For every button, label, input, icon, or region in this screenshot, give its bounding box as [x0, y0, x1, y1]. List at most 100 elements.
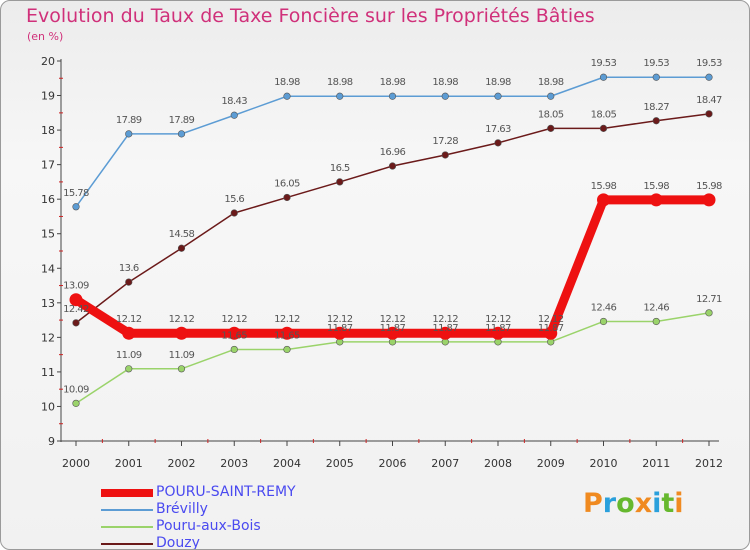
- x-tick-label: 2008: [484, 457, 512, 470]
- x-tick-label: 2011: [642, 457, 670, 470]
- data-label-pouru-saint-remy: 15.98: [643, 181, 669, 192]
- data-label-br-villy: 17.89: [116, 115, 142, 126]
- data-label-pouru-saint-remy: 12.12: [380, 314, 406, 325]
- x-tick-label: 2006: [379, 457, 407, 470]
- data-label-pouru-saint-remy: 15.98: [696, 181, 722, 192]
- data-label-pouru-saint-remy: 12.12: [116, 314, 142, 325]
- y-tick-label: 17: [41, 159, 55, 172]
- y-tick-label: 9: [48, 435, 55, 448]
- legend-swatch-pouru-saint-remy: [101, 489, 153, 497]
- data-label-douzy: 17.63: [485, 124, 511, 135]
- data-label-pouru-aux-bois: 11.87: [432, 323, 458, 334]
- x-tick-label: 2000: [62, 457, 90, 470]
- y-tick-label: 10: [41, 400, 55, 413]
- data-label-douzy: 14.58: [169, 229, 195, 240]
- data-point-pouru-saint-remy: [544, 326, 558, 340]
- series-line-douzy: [75, 113, 710, 324]
- x-tick-label: 2012: [695, 457, 723, 470]
- data-label-douzy: 16.5: [330, 163, 350, 174]
- data-label-douzy: 18.47: [696, 95, 722, 106]
- data-label-pouru-saint-remy: 12.12: [169, 314, 195, 325]
- data-point-douzy: [230, 209, 238, 217]
- data-point-pouru-saint-remy: [649, 193, 663, 207]
- y-tick-label: 13: [41, 297, 55, 310]
- data-point-pouru-saint-remy: [333, 326, 347, 340]
- data-label-br-villy: 18.98: [327, 77, 353, 88]
- data-label-pouru-saint-remy: 12.12: [485, 314, 511, 325]
- x-tick-label: 2009: [537, 457, 565, 470]
- data-point-br-villy: [283, 92, 291, 100]
- data-label-douzy: 12.42: [63, 304, 89, 315]
- legend-label-pouru-saint-remy: POURU-SAINT-REMY: [156, 484, 296, 500]
- data-label-br-villy: 18.43: [221, 96, 247, 107]
- data-point-pouru-aux-bois: [599, 317, 608, 326]
- data-point-douzy: [125, 278, 133, 286]
- data-label-douzy: 17.28: [432, 136, 458, 147]
- data-label-pouru-aux-bois: 11.09: [169, 350, 195, 361]
- data-label-pouru-saint-remy: 12.12: [327, 314, 353, 325]
- data-point-br-villy: [230, 111, 238, 119]
- y-unit-label: (en %): [27, 30, 64, 43]
- data-point-pouru-aux-bois: [72, 399, 80, 407]
- data-point-pouru-aux-bois: [230, 345, 238, 354]
- y-tick-label: 11: [41, 366, 55, 379]
- data-label-douzy: 13.6: [119, 263, 139, 274]
- data-point-douzy: [652, 117, 660, 125]
- logo-letter: x: [634, 488, 653, 519]
- data-label-br-villy: 18.98: [538, 77, 564, 88]
- proxiti-logo: Proxiti: [583, 488, 684, 519]
- data-label-pouru-aux-bois: 11.87: [327, 323, 353, 334]
- data-point-pouru-saint-remy: [280, 326, 294, 340]
- data-label-pouru-aux-bois: 11.09: [116, 350, 142, 361]
- legend-label-pouru-aux-bois: Pouru-aux-Bois: [156, 518, 261, 534]
- data-point-pouru-aux-bois: [125, 365, 133, 373]
- logo-letter: t: [661, 488, 675, 519]
- data-label-br-villy: 19.53: [643, 58, 669, 69]
- legend-swatch-pouru-aux-bois: [101, 526, 153, 528]
- data-point-douzy: [283, 193, 291, 202]
- data-label-douzy: 16.96: [380, 147, 406, 158]
- data-label-pouru-saint-remy: 12.12: [221, 314, 247, 325]
- x-tick-label: 2007: [431, 457, 459, 470]
- data-point-douzy: [441, 151, 449, 159]
- data-point-br-villy: [547, 92, 555, 100]
- data-label-douzy: 16.05: [274, 178, 300, 189]
- data-label-br-villy: 18.98: [274, 77, 300, 88]
- data-point-douzy: [336, 178, 344, 186]
- legend-label-brevilly: Brévilly: [156, 501, 208, 517]
- data-point-pouru-saint-remy: [597, 193, 610, 207]
- data-point-br-villy: [599, 73, 608, 81]
- data-label-douzy: 18.05: [591, 109, 617, 120]
- logo-letter: o: [616, 488, 635, 519]
- data-point-douzy: [177, 244, 186, 252]
- data-label-pouru-aux-bois: 11.65: [221, 330, 247, 341]
- data-point-pouru-saint-remy: [122, 326, 136, 340]
- data-label-br-villy: 18.98: [380, 77, 406, 88]
- y-tick-label: 12: [41, 331, 55, 344]
- data-point-douzy: [705, 110, 713, 118]
- logo-letter: P: [583, 488, 603, 519]
- data-label-pouru-aux-bois: 11.87: [538, 323, 564, 334]
- data-label-pouru-aux-bois: 11.65: [274, 330, 300, 341]
- data-point-pouru-aux-bois: [705, 309, 713, 317]
- data-label-douzy: 18.27: [643, 102, 669, 113]
- data-label-br-villy: 18.98: [485, 77, 511, 88]
- data-label-pouru-saint-remy: 12.12: [274, 314, 300, 325]
- data-point-br-villy: [125, 130, 133, 138]
- data-point-br-villy: [652, 73, 660, 81]
- x-tick-label: 2001: [115, 457, 143, 470]
- data-label-pouru-aux-bois: 12.71: [696, 294, 722, 305]
- data-point-douzy: [494, 139, 502, 147]
- data-point-pouru-saint-remy: [491, 326, 505, 340]
- data-label-br-villy: 15.78: [63, 188, 89, 199]
- x-tick-label: 2003: [220, 457, 248, 470]
- x-tick-label: 2005: [326, 457, 354, 470]
- data-label-br-villy: 18.98: [432, 77, 458, 88]
- data-point-br-villy: [336, 92, 344, 100]
- y-tick-label: 15: [41, 228, 55, 241]
- data-point-pouru-saint-remy: [227, 326, 241, 340]
- data-label-br-villy: 19.53: [696, 58, 722, 69]
- data-label-douzy: 18.05: [538, 109, 564, 120]
